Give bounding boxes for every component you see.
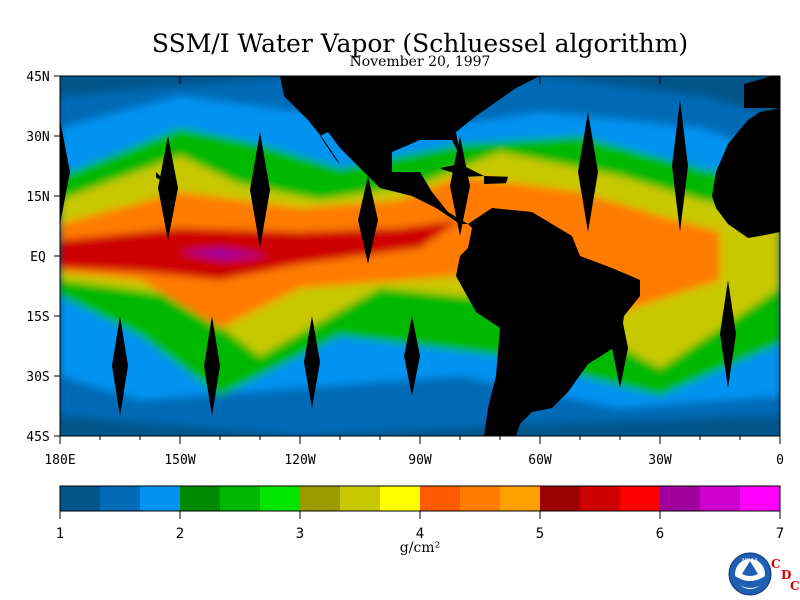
land-south-america (456, 208, 640, 436)
swath-gap-5 (578, 112, 598, 232)
colorbar-swatch (100, 486, 141, 511)
swath-gap-4 (450, 136, 470, 236)
colorbar-tick-label: 1 (56, 526, 64, 542)
colorbar-swatch (660, 486, 701, 511)
colorbar-tick-label: 7 (776, 526, 784, 542)
chart-title: SSM/I Water Vapor (Schluessel algorithm) (151, 29, 689, 58)
colorbar-tick-label: 2 (176, 526, 184, 542)
land-masses (156, 64, 780, 436)
colorbar-swatch (620, 486, 661, 511)
data-gaps (60, 100, 736, 416)
cdc-letter-2: D (781, 568, 792, 582)
chart-subtitle: November 20, 1997 (349, 54, 491, 70)
colorbar-swatch (460, 486, 501, 511)
y-tick-label: 45S (26, 430, 49, 445)
axes: 180E 150W 120W 90W 60W 30W 0 45N 30N 15N EQ 15S 30S 4… (26, 70, 784, 468)
land-iberia (744, 76, 780, 108)
swath-gap-10 (404, 316, 420, 396)
swath-gap-2 (250, 132, 270, 248)
land-africa (712, 108, 780, 238)
cdc-letter-3: C (790, 579, 800, 593)
x-tick-label: 0 (776, 453, 784, 468)
swath-gap-3 (358, 176, 378, 264)
land-hispaniola (484, 176, 508, 184)
swath-gap-11 (504, 328, 520, 416)
x-tick-label: 90W (408, 453, 432, 468)
y-tick-label: 45N (26, 70, 49, 85)
y-tick-label: 15S (26, 310, 49, 325)
colorbar-swatch (540, 486, 581, 511)
colorbar-swatch (700, 486, 741, 511)
y-tick-label: 30S (26, 370, 49, 385)
colorbar-swatch (580, 486, 621, 511)
y-tick-label: 15N (26, 190, 49, 205)
colorbar-swatch (380, 486, 421, 511)
colorbar-tick-label: 3 (296, 526, 304, 542)
swath-gap-6 (672, 100, 688, 232)
noaa-logo: NOAA (728, 552, 772, 596)
swath-gap-0 (60, 120, 70, 224)
colorbar-swatch (300, 486, 341, 511)
x-tick-label: 60W (528, 453, 552, 468)
colorbar: 1 2 3 4 5 6 7 (56, 485, 784, 542)
swath-gap-13 (720, 280, 736, 388)
land-north-america (280, 76, 540, 224)
x-tick-label: 180E (44, 453, 75, 468)
colorbar-swatch (340, 486, 381, 511)
y-tick-label: 30N (26, 130, 49, 145)
swath-gap-9 (304, 316, 320, 408)
land-newfoundland (540, 64, 572, 76)
land-hawaii (156, 172, 161, 180)
colorbar-swatch (740, 486, 781, 511)
moisture-band-5 (60, 220, 460, 280)
colorbar-unit-label: g/cm² (399, 540, 441, 556)
colorbar-swatch (180, 486, 221, 511)
colorbar-swatch (60, 486, 101, 511)
moisture-band-6 (180, 248, 268, 260)
swath-gap-12 (612, 308, 628, 388)
cdc-letter-1: C (771, 557, 781, 571)
x-tick-label: 150W (164, 453, 195, 468)
colorbar-tick-label: 5 (536, 526, 544, 542)
colorbar-swatch (420, 486, 461, 511)
colorbar-tick-label: 4 (416, 526, 424, 542)
colorbar-tick-label: 6 (656, 526, 664, 542)
swath-gap-8 (204, 316, 220, 416)
y-tick-label: EQ (30, 250, 46, 265)
colorbar-swatch (260, 486, 301, 511)
noaa-logo-text: NOAA (742, 558, 758, 564)
colorbar-swatch (500, 486, 541, 511)
colorbar-swatch (220, 486, 261, 511)
x-tick-label: 30W (648, 453, 672, 468)
colorbar-swatch (140, 486, 181, 511)
swath-gap-7 (112, 316, 128, 416)
swath-gap-1 (158, 136, 178, 240)
x-tick-label: 120W (284, 453, 315, 468)
